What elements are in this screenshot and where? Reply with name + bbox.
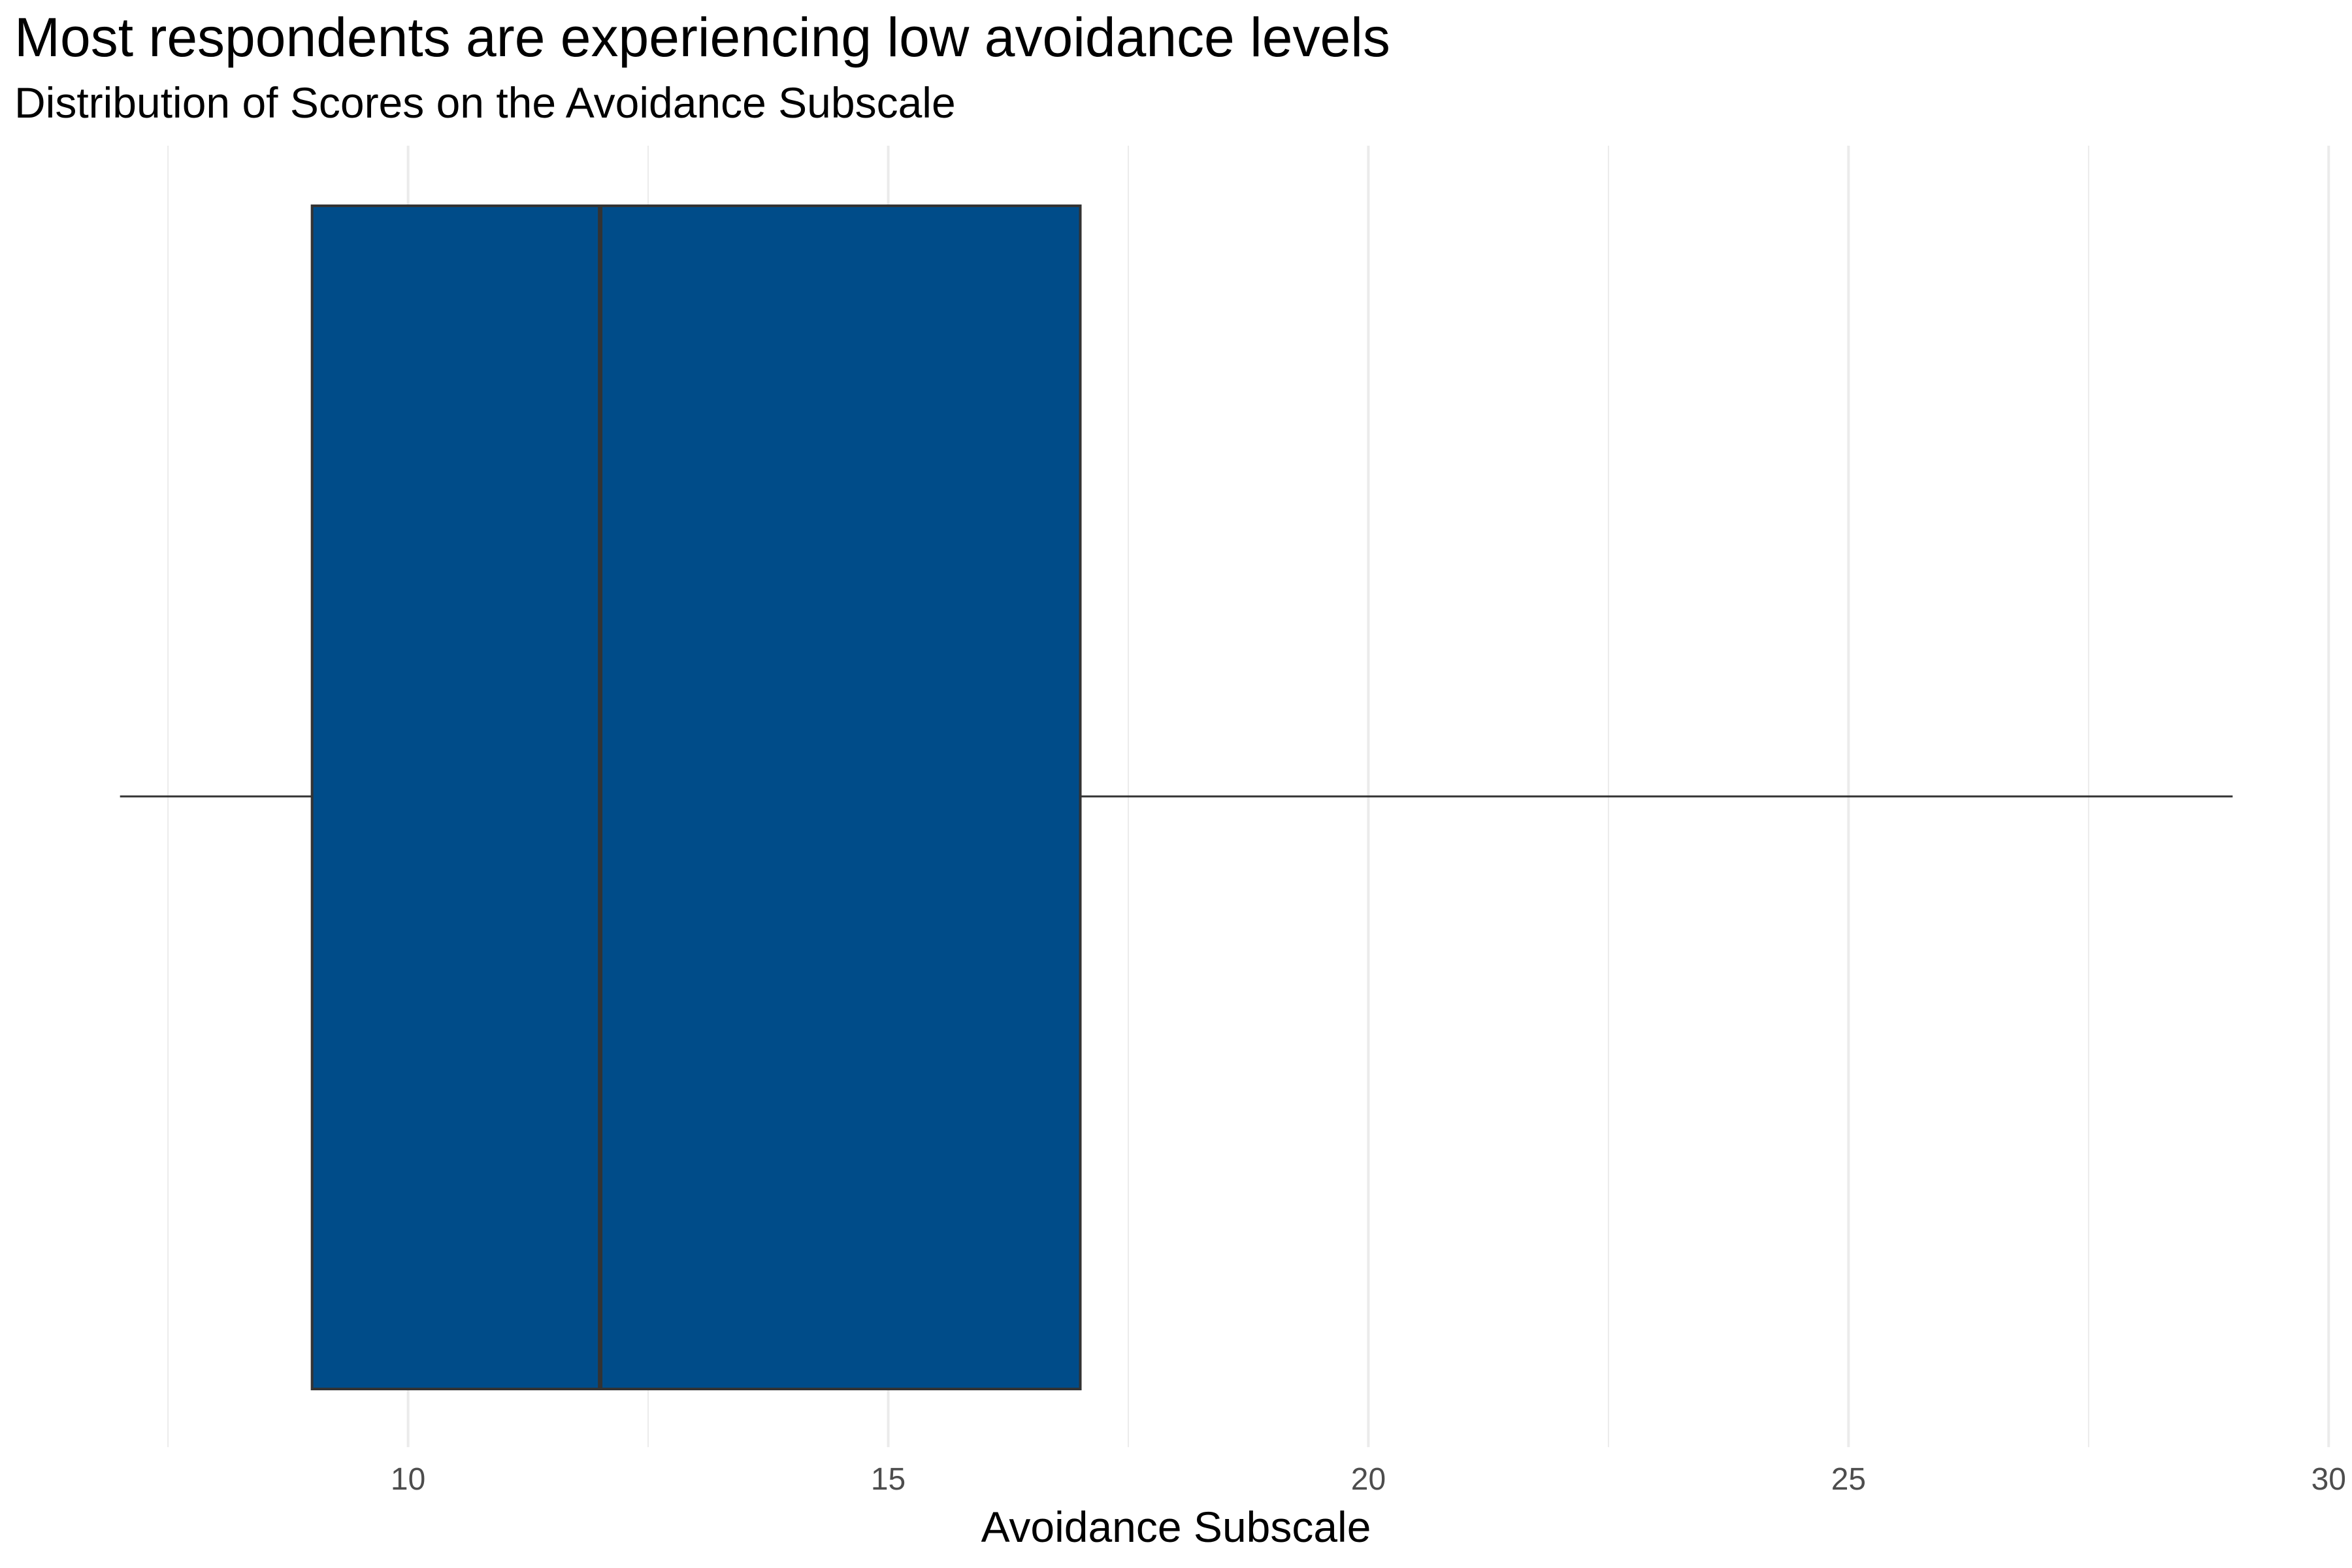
x-tick-label: 20: [1351, 1462, 1386, 1497]
x-tick-label: 15: [871, 1462, 906, 1497]
iqr-box: [310, 204, 1082, 1390]
chart-title: Most respondents are experiencing low av…: [14, 7, 1390, 68]
chart-subtitle: Distribution of Scores on the Avoidance …: [14, 78, 956, 127]
x-axis-ticks: 10 15 20 25 30: [391, 1462, 2346, 1497]
x-tick-label: 30: [2311, 1462, 2346, 1497]
x-tick-label: 10: [391, 1462, 425, 1497]
x-tick-label: 25: [1831, 1462, 1866, 1497]
box-group: [120, 204, 2233, 1390]
x-axis-label: Avoidance Subscale: [981, 1503, 1371, 1551]
